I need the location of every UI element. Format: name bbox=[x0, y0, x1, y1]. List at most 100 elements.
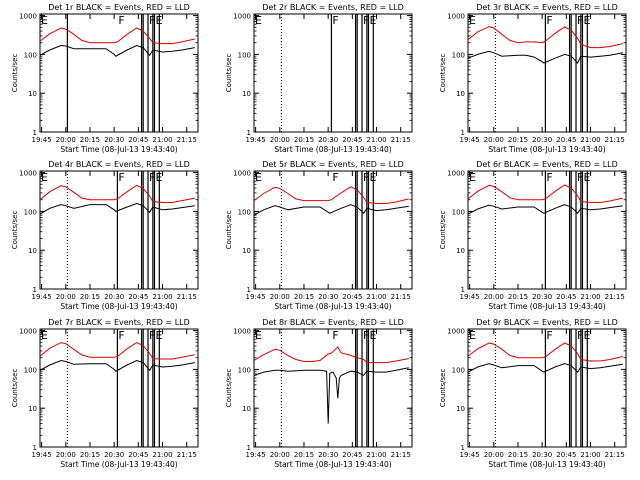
flag-marker: F bbox=[577, 329, 583, 342]
x-tick-label: 20:30 bbox=[532, 293, 552, 301]
x-tick-label: 20:00 bbox=[484, 293, 504, 301]
x-tick-label: 21:00 bbox=[152, 293, 172, 301]
x-tick-label: 20:15 bbox=[80, 136, 100, 144]
series-line-lld bbox=[253, 346, 409, 364]
series-line-lld bbox=[39, 27, 195, 45]
y-axis-label: Counts/sec bbox=[439, 211, 447, 250]
flag-marker: F bbox=[149, 14, 155, 27]
flag-marker: E bbox=[583, 329, 590, 342]
y-tick-label: 10 bbox=[242, 247, 251, 255]
y-tick-label: 10 bbox=[28, 247, 37, 255]
y-tick-label: 1000 bbox=[447, 328, 465, 336]
y-tick-label: 1 bbox=[461, 129, 465, 137]
flag-marker: F bbox=[546, 171, 552, 184]
y-tick-label: 1000 bbox=[233, 13, 251, 21]
y-tick-label: 100 bbox=[452, 366, 465, 374]
y-tick-label: 1 bbox=[247, 286, 251, 294]
x-tick-label: 20:00 bbox=[484, 451, 504, 459]
plot-frame bbox=[39, 13, 199, 133]
y-tick-label: 100 bbox=[238, 51, 251, 59]
y-tick-label: 1000 bbox=[19, 328, 37, 336]
y-tick-label: 10 bbox=[456, 405, 465, 413]
flag-marker: E bbox=[255, 14, 262, 27]
y-axis-label: Counts/sec bbox=[439, 369, 447, 408]
y-tick-label: 1 bbox=[247, 129, 251, 137]
x-tick-label: 20:45 bbox=[342, 451, 362, 459]
flag-marker: E bbox=[255, 329, 262, 342]
x-tick-label: 21:15 bbox=[605, 136, 625, 144]
x-tick-label: 20:45 bbox=[556, 451, 576, 459]
x-tick-label: 20:15 bbox=[294, 136, 314, 144]
flag-marker: F bbox=[577, 171, 583, 184]
detector-panel-4: Det 4r BLACK = Events, RED = LLD 1 10 100 10… bbox=[11, 160, 199, 311]
x-tick-label: 20:45 bbox=[128, 293, 148, 301]
flag-marker: E bbox=[583, 171, 590, 184]
x-axis-label: Start Time (08-Jul-13 19:43:40) bbox=[60, 460, 177, 469]
flag-marker: F bbox=[577, 14, 583, 27]
flag-marker: F bbox=[332, 171, 338, 184]
x-tick-label: 20:00 bbox=[270, 451, 290, 459]
detector-panel-6: Det 6r BLACK = Events, RED = LLD 1 10 100 10… bbox=[439, 160, 627, 311]
panel-title: Det 9r BLACK = Events, RED = LLD bbox=[476, 318, 618, 327]
flag-marker: F bbox=[332, 14, 338, 27]
x-tick-label: 19:45 bbox=[460, 451, 480, 459]
x-tick-label: 21:15 bbox=[605, 293, 625, 301]
series-line-events bbox=[467, 204, 623, 215]
panel-title: Det 5r BLACK = Events, RED = LLD bbox=[262, 160, 404, 169]
y-tick-label: 1000 bbox=[447, 13, 465, 21]
y-axis-label: Counts/sec bbox=[11, 211, 19, 250]
x-tick-label: 20:15 bbox=[508, 293, 528, 301]
plot-frame bbox=[467, 13, 627, 133]
panel-title: Det 1r BLACK = Events, RED = LLD bbox=[48, 3, 190, 12]
x-tick-label: 20:30 bbox=[532, 136, 552, 144]
x-tick-label: 19:45 bbox=[246, 451, 266, 459]
x-tick-label: 20:15 bbox=[508, 451, 528, 459]
panel-title: Det 3r BLACK = Events, RED = LLD bbox=[476, 3, 618, 12]
y-axis-label: Counts/sec bbox=[225, 369, 233, 408]
plot-frame bbox=[253, 170, 413, 290]
y-tick-label: 1 bbox=[247, 444, 251, 452]
y-tick-label: 1 bbox=[33, 444, 37, 452]
panel-title: Det 6r BLACK = Events, RED = LLD bbox=[476, 160, 618, 169]
y-axis-label: Counts/sec bbox=[439, 54, 447, 93]
y-tick-label: 10 bbox=[456, 90, 465, 98]
plot-frame bbox=[467, 328, 627, 448]
panel-title: Det 4r BLACK = Events, RED = LLD bbox=[48, 160, 190, 169]
series-line-events bbox=[39, 359, 195, 372]
flag-marker: E bbox=[369, 14, 376, 27]
flag-marker: E bbox=[155, 329, 162, 342]
panel-title: Det 7r BLACK = Events, RED = LLD bbox=[48, 318, 190, 327]
detector-panel-9: Det 9r BLACK = Events, RED = LLD 1 10 100 10… bbox=[439, 318, 627, 469]
x-tick-label: 20:30 bbox=[318, 293, 338, 301]
flag-marker: E bbox=[41, 329, 48, 342]
flag-marker: F bbox=[332, 329, 338, 342]
y-tick-label: 10 bbox=[28, 90, 37, 98]
series-line-lld bbox=[467, 342, 623, 362]
flag-marker: F bbox=[363, 14, 369, 27]
x-axis-label: Start Time (08-Jul-13 19:43:40) bbox=[60, 302, 177, 311]
flag-marker: F bbox=[118, 14, 124, 27]
x-tick-label: 19:45 bbox=[246, 293, 266, 301]
panel-title: Det 2r BLACK = Events, RED = LLD bbox=[262, 3, 404, 12]
x-tick-label: 20:45 bbox=[556, 293, 576, 301]
x-tick-label: 21:15 bbox=[391, 136, 411, 144]
flag-marker: E bbox=[469, 171, 476, 184]
flag-marker: E bbox=[41, 171, 48, 184]
panel-title: Det 8r BLACK = Events, RED = LLD bbox=[262, 318, 404, 327]
flag-marker: F bbox=[546, 329, 552, 342]
x-tick-label: 20:15 bbox=[80, 293, 100, 301]
y-tick-label: 1000 bbox=[19, 170, 37, 178]
y-axis-label: Counts/sec bbox=[225, 54, 233, 93]
series-line-lld bbox=[467, 184, 623, 203]
x-tick-label: 20:30 bbox=[532, 451, 552, 459]
x-tick-label: 20:30 bbox=[318, 136, 338, 144]
x-tick-label: 19:45 bbox=[32, 136, 52, 144]
y-axis-label: Counts/sec bbox=[11, 369, 19, 408]
x-tick-label: 21:00 bbox=[580, 293, 600, 301]
series-line-lld bbox=[39, 342, 195, 360]
flag-marker: E bbox=[369, 171, 376, 184]
flag-marker: E bbox=[369, 329, 376, 342]
detector-panel-1: Det 1r BLACK = Events, RED = LLD 1 10 100 10… bbox=[11, 3, 199, 154]
x-tick-label: 20:30 bbox=[104, 136, 124, 144]
